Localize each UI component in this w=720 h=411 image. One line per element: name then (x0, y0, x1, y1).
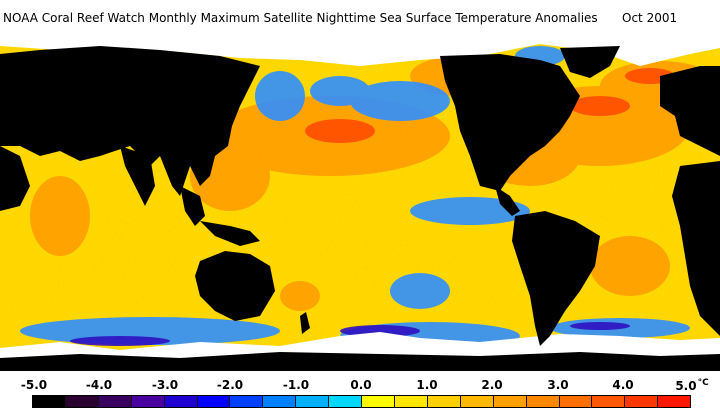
legend-tick: -2.0 (216, 378, 244, 392)
legend-tick: 0.0 (350, 378, 372, 392)
antarctica (0, 352, 720, 371)
legend-swatch (164, 396, 198, 407)
legend-swatch (460, 396, 494, 407)
africa-east (672, 161, 720, 336)
legend-tick: 2.0 (481, 378, 503, 392)
southeast-asia (180, 186, 205, 226)
greenland (560, 46, 620, 78)
title-text: NOAA Coral Reef Watch Monthly Maximum Sa… (3, 11, 598, 25)
legend-tick: 3.0 (547, 378, 569, 392)
legend-color-bar (32, 395, 691, 408)
color-legend: -5.0 -4.0 -3.0 -2.0 -1.0 0.0 1.0 2.0 3.0… (0, 371, 720, 411)
india (120, 146, 155, 206)
eurasia (0, 46, 260, 196)
australia (195, 251, 275, 321)
map-title: NOAA Coral Reef Watch Monthly Maximum Sa… (0, 0, 720, 36)
new-zealand (300, 312, 310, 334)
legend-swatch (625, 396, 659, 407)
north-america (440, 54, 580, 191)
legend-swatch (493, 396, 527, 407)
title-date: Oct 2001 (622, 11, 678, 25)
legend-swatch (65, 396, 99, 407)
legend-tick: -4.0 (85, 378, 113, 392)
legend-swatch (131, 396, 165, 407)
legend-swatch (197, 396, 231, 407)
legend-swatch (33, 396, 66, 407)
legend-tick: -3.0 (151, 378, 179, 392)
legend-tick: 5.0 (675, 379, 697, 393)
central-america (495, 186, 520, 216)
very-cool-anomalies (70, 322, 630, 346)
legend-swatch (559, 396, 593, 407)
legend-swatch (592, 396, 626, 407)
indonesia (200, 221, 260, 246)
legend-swatch (427, 396, 461, 407)
legend-swatch (98, 396, 132, 407)
africa-west (0, 146, 30, 211)
legend-tick: -1.0 (282, 378, 310, 392)
land-masses (0, 46, 720, 371)
legend-swatch (394, 396, 428, 407)
europe-east (660, 66, 720, 156)
legend-swatch (263, 396, 297, 407)
legend-swatch (329, 396, 363, 407)
legend-swatch (296, 396, 330, 407)
legend-tick: 4.0 (612, 378, 634, 392)
legend-tick: 1.0 (416, 378, 438, 392)
legend-unit: °C (697, 378, 709, 388)
legend-swatch (230, 396, 264, 407)
legend-swatch (526, 396, 560, 407)
south-america (512, 211, 600, 346)
hot-anomalies (305, 68, 675, 143)
legend-tick: -5.0 (20, 378, 48, 392)
legend-tick-max: 5.0°C (675, 378, 708, 393)
sst-anomaly-map (0, 36, 720, 371)
legend-swatch (362, 396, 395, 407)
legend-swatch (658, 396, 691, 407)
